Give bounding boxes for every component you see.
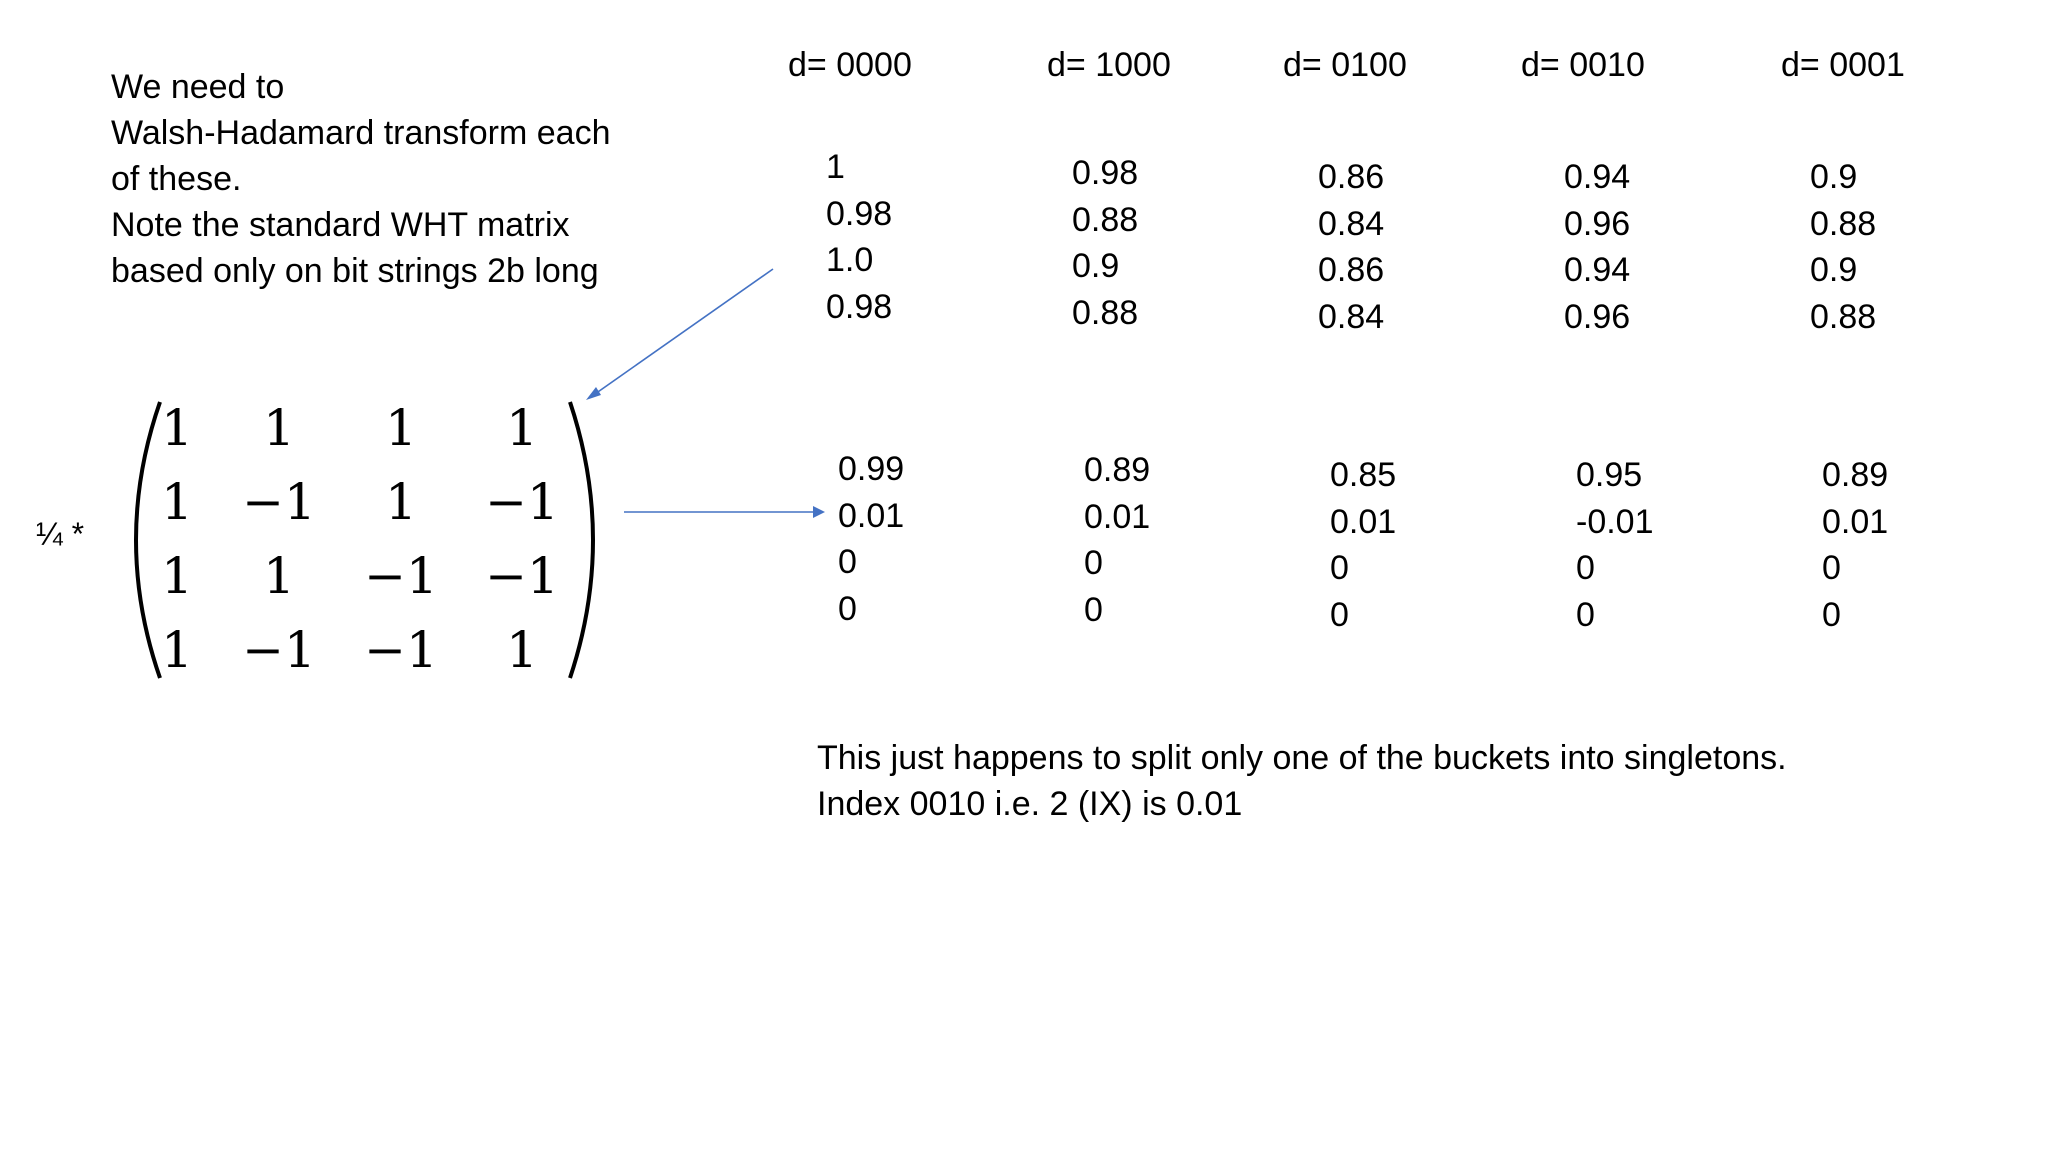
- output-value: 0.85: [1330, 456, 1397, 494]
- input-value: 0.86: [1318, 158, 1385, 196]
- matrix-cell: −1: [364, 547, 438, 605]
- output-vector-d0001: 0.89 0.01 0 0: [1822, 452, 1888, 638]
- output-value: 0: [1576, 549, 1595, 587]
- output-value: 0: [838, 543, 857, 581]
- matrix-cell: 1: [263, 547, 295, 605]
- matrix-cell: −1: [242, 621, 316, 679]
- output-vector-d0100: 0.85 0.01 0 0: [1330, 452, 1396, 638]
- input-value: 0.88: [1072, 200, 1139, 239]
- matrix-cell: −1: [364, 621, 438, 679]
- input-value: 0.88: [1072, 293, 1139, 332]
- output-value: 0.01: [1084, 497, 1151, 536]
- arrow-to-output-head: [813, 506, 825, 518]
- note-line: based only on bit strings 2b long: [111, 252, 599, 290]
- input-value: 0.98: [826, 287, 893, 326]
- input-value: 0.98: [826, 194, 893, 233]
- output-vector-d0000: 0.99 0.01 0 0: [838, 446, 904, 632]
- output-value: 0.89: [1822, 456, 1889, 494]
- matrix-cell: 1: [161, 399, 193, 457]
- explanation-note: We need to Walsh-Hadamard transform each…: [111, 64, 610, 294]
- matrix-parentheses: [134, 401, 595, 679]
- input-vector-d0000: 1 0.98 1.0 0.98: [826, 144, 892, 330]
- left-parenthesis: [134, 401, 162, 679]
- matrix-cell: 1: [161, 621, 193, 679]
- conclusion-line: Index 0010 i.e. 2 (IX) is 0.01: [817, 785, 1243, 823]
- column-header-d0100: d= 0100: [1283, 46, 1407, 84]
- output-value: 0.95: [1576, 456, 1643, 494]
- conclusion-note: This just happens to split only one of t…: [817, 735, 1787, 827]
- matrix-cell: 1: [263, 399, 295, 457]
- input-vector-d1000: 0.98 0.88 0.9 0.88: [1072, 150, 1138, 336]
- input-value: 0.94: [1564, 251, 1631, 289]
- output-value: 0: [1084, 590, 1103, 629]
- input-value: 0.9: [1072, 247, 1120, 285]
- input-value: 0.96: [1564, 297, 1631, 336]
- note-line: Note the standard WHT matrix: [111, 206, 570, 244]
- input-value: 0.96: [1564, 204, 1631, 243]
- conclusion-line: This just happens to split only one of t…: [817, 739, 1787, 777]
- output-value: 0: [838, 589, 857, 628]
- scale-factor: ¼ *: [36, 516, 85, 552]
- input-value: 0.9: [1810, 158, 1858, 196]
- output-value: 0: [1576, 595, 1595, 634]
- note-line: We need to: [111, 68, 285, 106]
- output-value: 0.89: [1084, 451, 1151, 489]
- output-value: 0.99: [838, 450, 905, 488]
- output-value: 0.01: [1330, 502, 1397, 541]
- input-vector-d0100: 0.86 0.84 0.86 0.84: [1318, 154, 1384, 340]
- output-value: 0: [1822, 549, 1841, 587]
- input-value: 1: [826, 148, 845, 186]
- column-header-d0000: d= 0000: [788, 46, 912, 84]
- input-value: 1.0: [826, 241, 874, 279]
- matrix-cell: −1: [242, 473, 316, 531]
- input-value: 0.88: [1810, 204, 1877, 243]
- input-value: 0.98: [1072, 154, 1139, 192]
- column-header-d0010: d= 0010: [1521, 46, 1645, 84]
- output-value: 0.01: [1822, 502, 1889, 541]
- input-value: 0.86: [1318, 251, 1385, 289]
- output-value: 0: [1822, 595, 1841, 634]
- note-line: Walsh-Hadamard transform each: [111, 114, 611, 152]
- output-value: -0.01: [1576, 502, 1654, 541]
- matrix-cell: 1: [506, 621, 538, 679]
- input-value: 0.88: [1810, 297, 1877, 336]
- input-value: 0.84: [1318, 204, 1385, 243]
- output-value: 0: [1330, 549, 1349, 587]
- matrix-cell: 1: [385, 399, 417, 457]
- output-vector-d1000: 0.89 0.01 0 0: [1084, 447, 1150, 633]
- matrix-cell: −1: [485, 473, 559, 531]
- matrix-cell: 1: [506, 399, 538, 457]
- matrix-cell: 1: [161, 547, 193, 605]
- input-vector-d0001: 0.9 0.88 0.9 0.88: [1810, 154, 1876, 340]
- input-vector-d0010: 0.94 0.96 0.94 0.96: [1564, 154, 1630, 340]
- arrow-to-matrix: [594, 268, 774, 395]
- matrix-cell: 1: [385, 473, 417, 531]
- right-parenthesis: [568, 401, 595, 679]
- output-value: 0: [1084, 544, 1103, 582]
- input-value: 0.84: [1318, 297, 1385, 336]
- output-value: 0.01: [838, 496, 905, 535]
- input-value: 0.94: [1564, 158, 1631, 196]
- column-header-d1000: d= 1000: [1047, 46, 1171, 84]
- matrix-cell: −1: [485, 547, 559, 605]
- input-value: 0.9: [1810, 251, 1858, 289]
- matrix-cell: 1: [161, 473, 193, 531]
- output-vector-d0010: 0.95 -0.01 0 0: [1576, 452, 1654, 638]
- column-header-d0001: d= 0001: [1781, 46, 1905, 84]
- arrow-to-matrix-head: [586, 387, 601, 400]
- output-value: 0: [1330, 595, 1349, 634]
- note-line: of these.: [111, 160, 242, 198]
